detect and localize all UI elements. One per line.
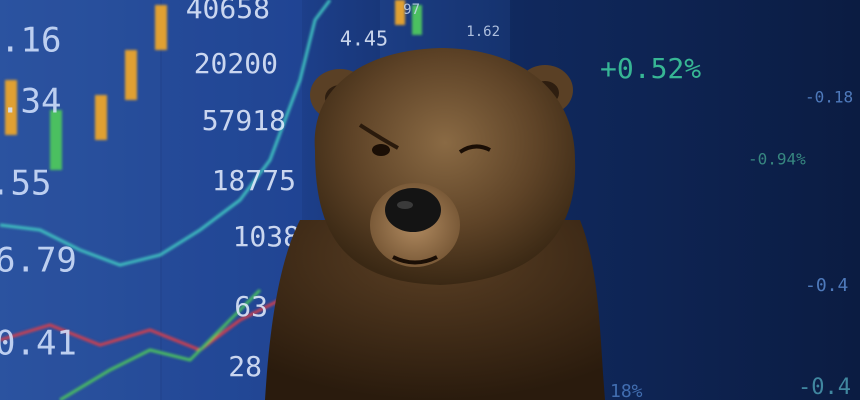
bear: [265, 48, 605, 400]
ticker-text: 57918: [202, 104, 286, 137]
chart-lines: [0, 0, 332, 400]
ticker-text: -0.4: [798, 375, 851, 400]
ticker-text: 20200: [194, 47, 278, 80]
ticker-text: 0.41: [0, 324, 77, 364]
ticker-text: 1.62: [466, 24, 500, 40]
candlesticks: [5, 0, 422, 170]
ticker-text: 1038: [233, 220, 300, 253]
ticker-text: -0.94%: [748, 150, 806, 169]
ticker-text: 40658: [186, 0, 270, 25]
ticker-text: -0.18: [805, 88, 853, 107]
ticker-text: 6.79: [0, 241, 77, 281]
ticker-text: 97: [403, 2, 420, 18]
ticker-text: 28: [228, 350, 262, 383]
ticker-text: +0.52%: [600, 52, 701, 85]
ticker-text: .34: [0, 82, 61, 122]
ticker-text: .16: [0, 21, 61, 61]
ticker-text: 18775: [212, 164, 296, 197]
ticker-text: 18%: [610, 381, 643, 400]
ticker-text: -0.4: [805, 275, 848, 296]
ticker-text: 4.45: [340, 27, 388, 51]
ticker-text: .55: [0, 164, 51, 204]
ticker-text: 63: [234, 290, 268, 323]
